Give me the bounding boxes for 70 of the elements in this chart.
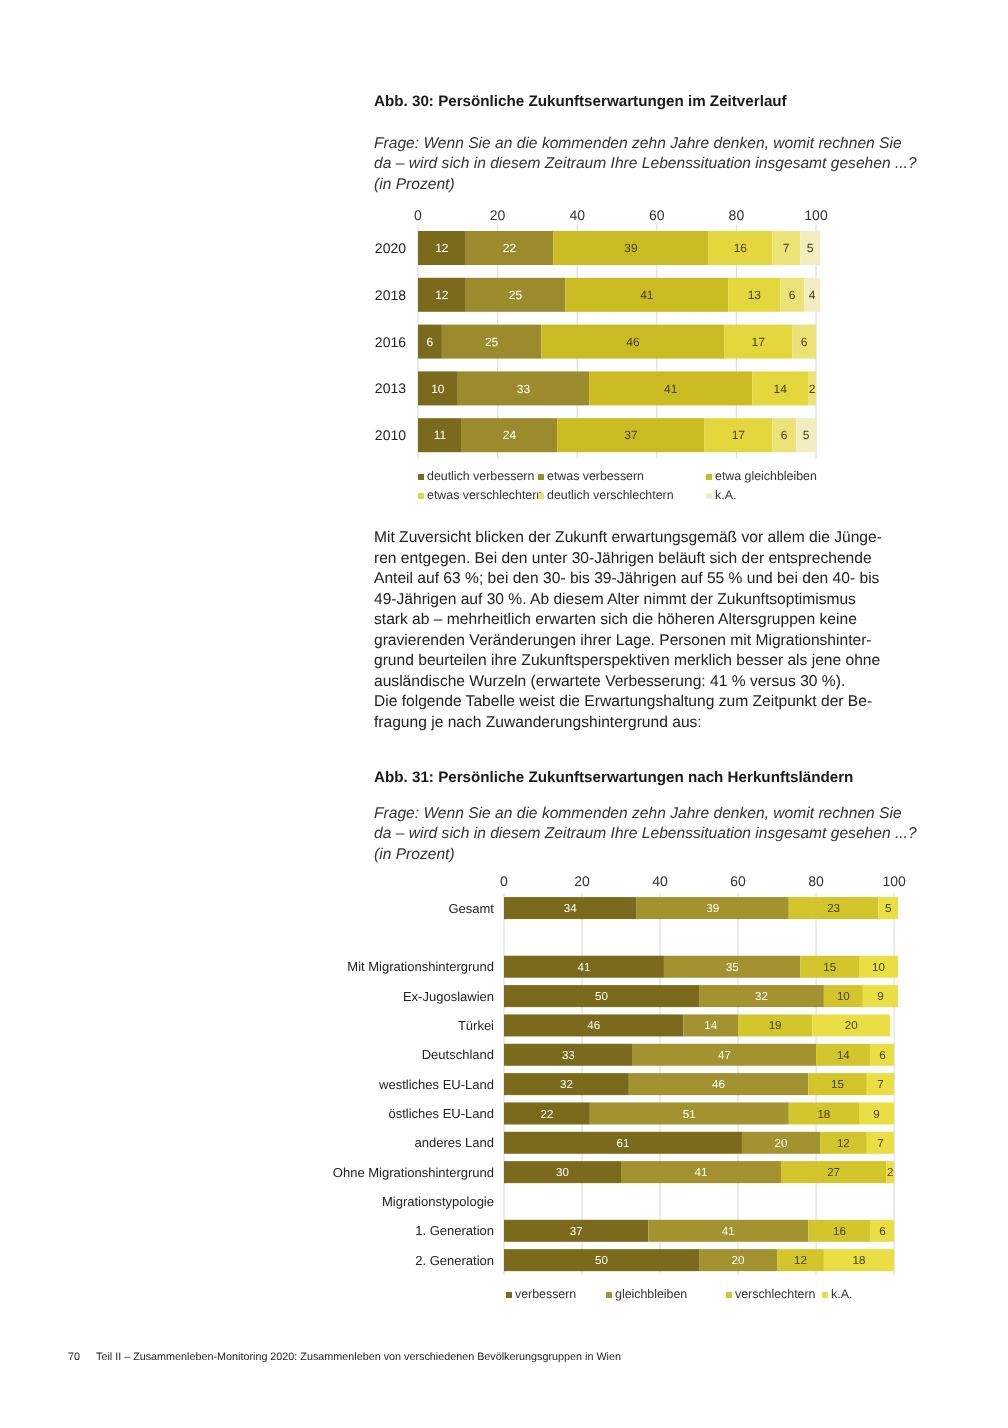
bar: [780, 277, 805, 312]
bar: [557, 418, 705, 453]
bar: [858, 1102, 895, 1125]
bar: [589, 1102, 789, 1125]
bar: [648, 1219, 809, 1242]
bar: [870, 1219, 895, 1242]
bar: [504, 897, 637, 920]
bar: [808, 1219, 871, 1242]
bar: [800, 231, 820, 265]
bar: [541, 324, 725, 359]
bar: [752, 371, 809, 406]
bar: [738, 1014, 813, 1037]
bar: [504, 1014, 684, 1037]
bar: [858, 955, 898, 978]
bar: [804, 277, 820, 312]
bar: [870, 1043, 895, 1066]
bar: [418, 231, 466, 265]
bar: [699, 985, 824, 1008]
bar: [792, 324, 817, 359]
bar: [724, 324, 793, 359]
bar: [418, 277, 466, 312]
bar: [866, 1131, 895, 1154]
bar: [628, 1073, 809, 1096]
bar: [708, 231, 773, 265]
bar: [704, 418, 773, 453]
bar: [823, 985, 863, 1008]
bar: [632, 1043, 817, 1066]
bar: [418, 324, 442, 359]
bar: [621, 1161, 781, 1184]
bar: [504, 985, 700, 1008]
bar: [728, 277, 781, 312]
bar: [553, 231, 709, 265]
bar: [504, 1161, 622, 1184]
bar: [823, 1249, 895, 1272]
bar: [683, 1014, 739, 1037]
bar: [565, 277, 729, 312]
bar: [772, 231, 801, 265]
bar: [741, 1131, 820, 1154]
bar: [796, 418, 817, 453]
bar: [808, 1073, 867, 1096]
bar: [816, 1043, 871, 1066]
bar: [699, 1249, 778, 1272]
bar: [504, 1073, 629, 1096]
bar: [504, 955, 664, 978]
bar: [465, 231, 554, 265]
bar: [441, 324, 542, 359]
bar: [504, 1043, 633, 1066]
bar: [504, 1102, 590, 1125]
bar: [504, 1219, 649, 1242]
bar: [788, 1102, 859, 1125]
bar: [812, 1014, 891, 1037]
bar: [504, 1249, 700, 1272]
bar: [504, 1131, 742, 1154]
bar: [465, 277, 566, 312]
bar: [457, 371, 590, 406]
bar: [866, 1073, 895, 1096]
bar: [819, 1131, 867, 1154]
bar: [780, 1161, 887, 1184]
bar: [788, 897, 879, 920]
bar: [663, 955, 801, 978]
bar: [461, 418, 558, 453]
bar: [418, 371, 458, 406]
bar: [636, 897, 789, 920]
bar: [772, 418, 797, 453]
bar: [878, 897, 898, 920]
bar: [777, 1249, 824, 1272]
bar: [862, 985, 898, 1008]
bar: [589, 371, 753, 406]
bar: [418, 418, 462, 453]
bar: [800, 955, 859, 978]
